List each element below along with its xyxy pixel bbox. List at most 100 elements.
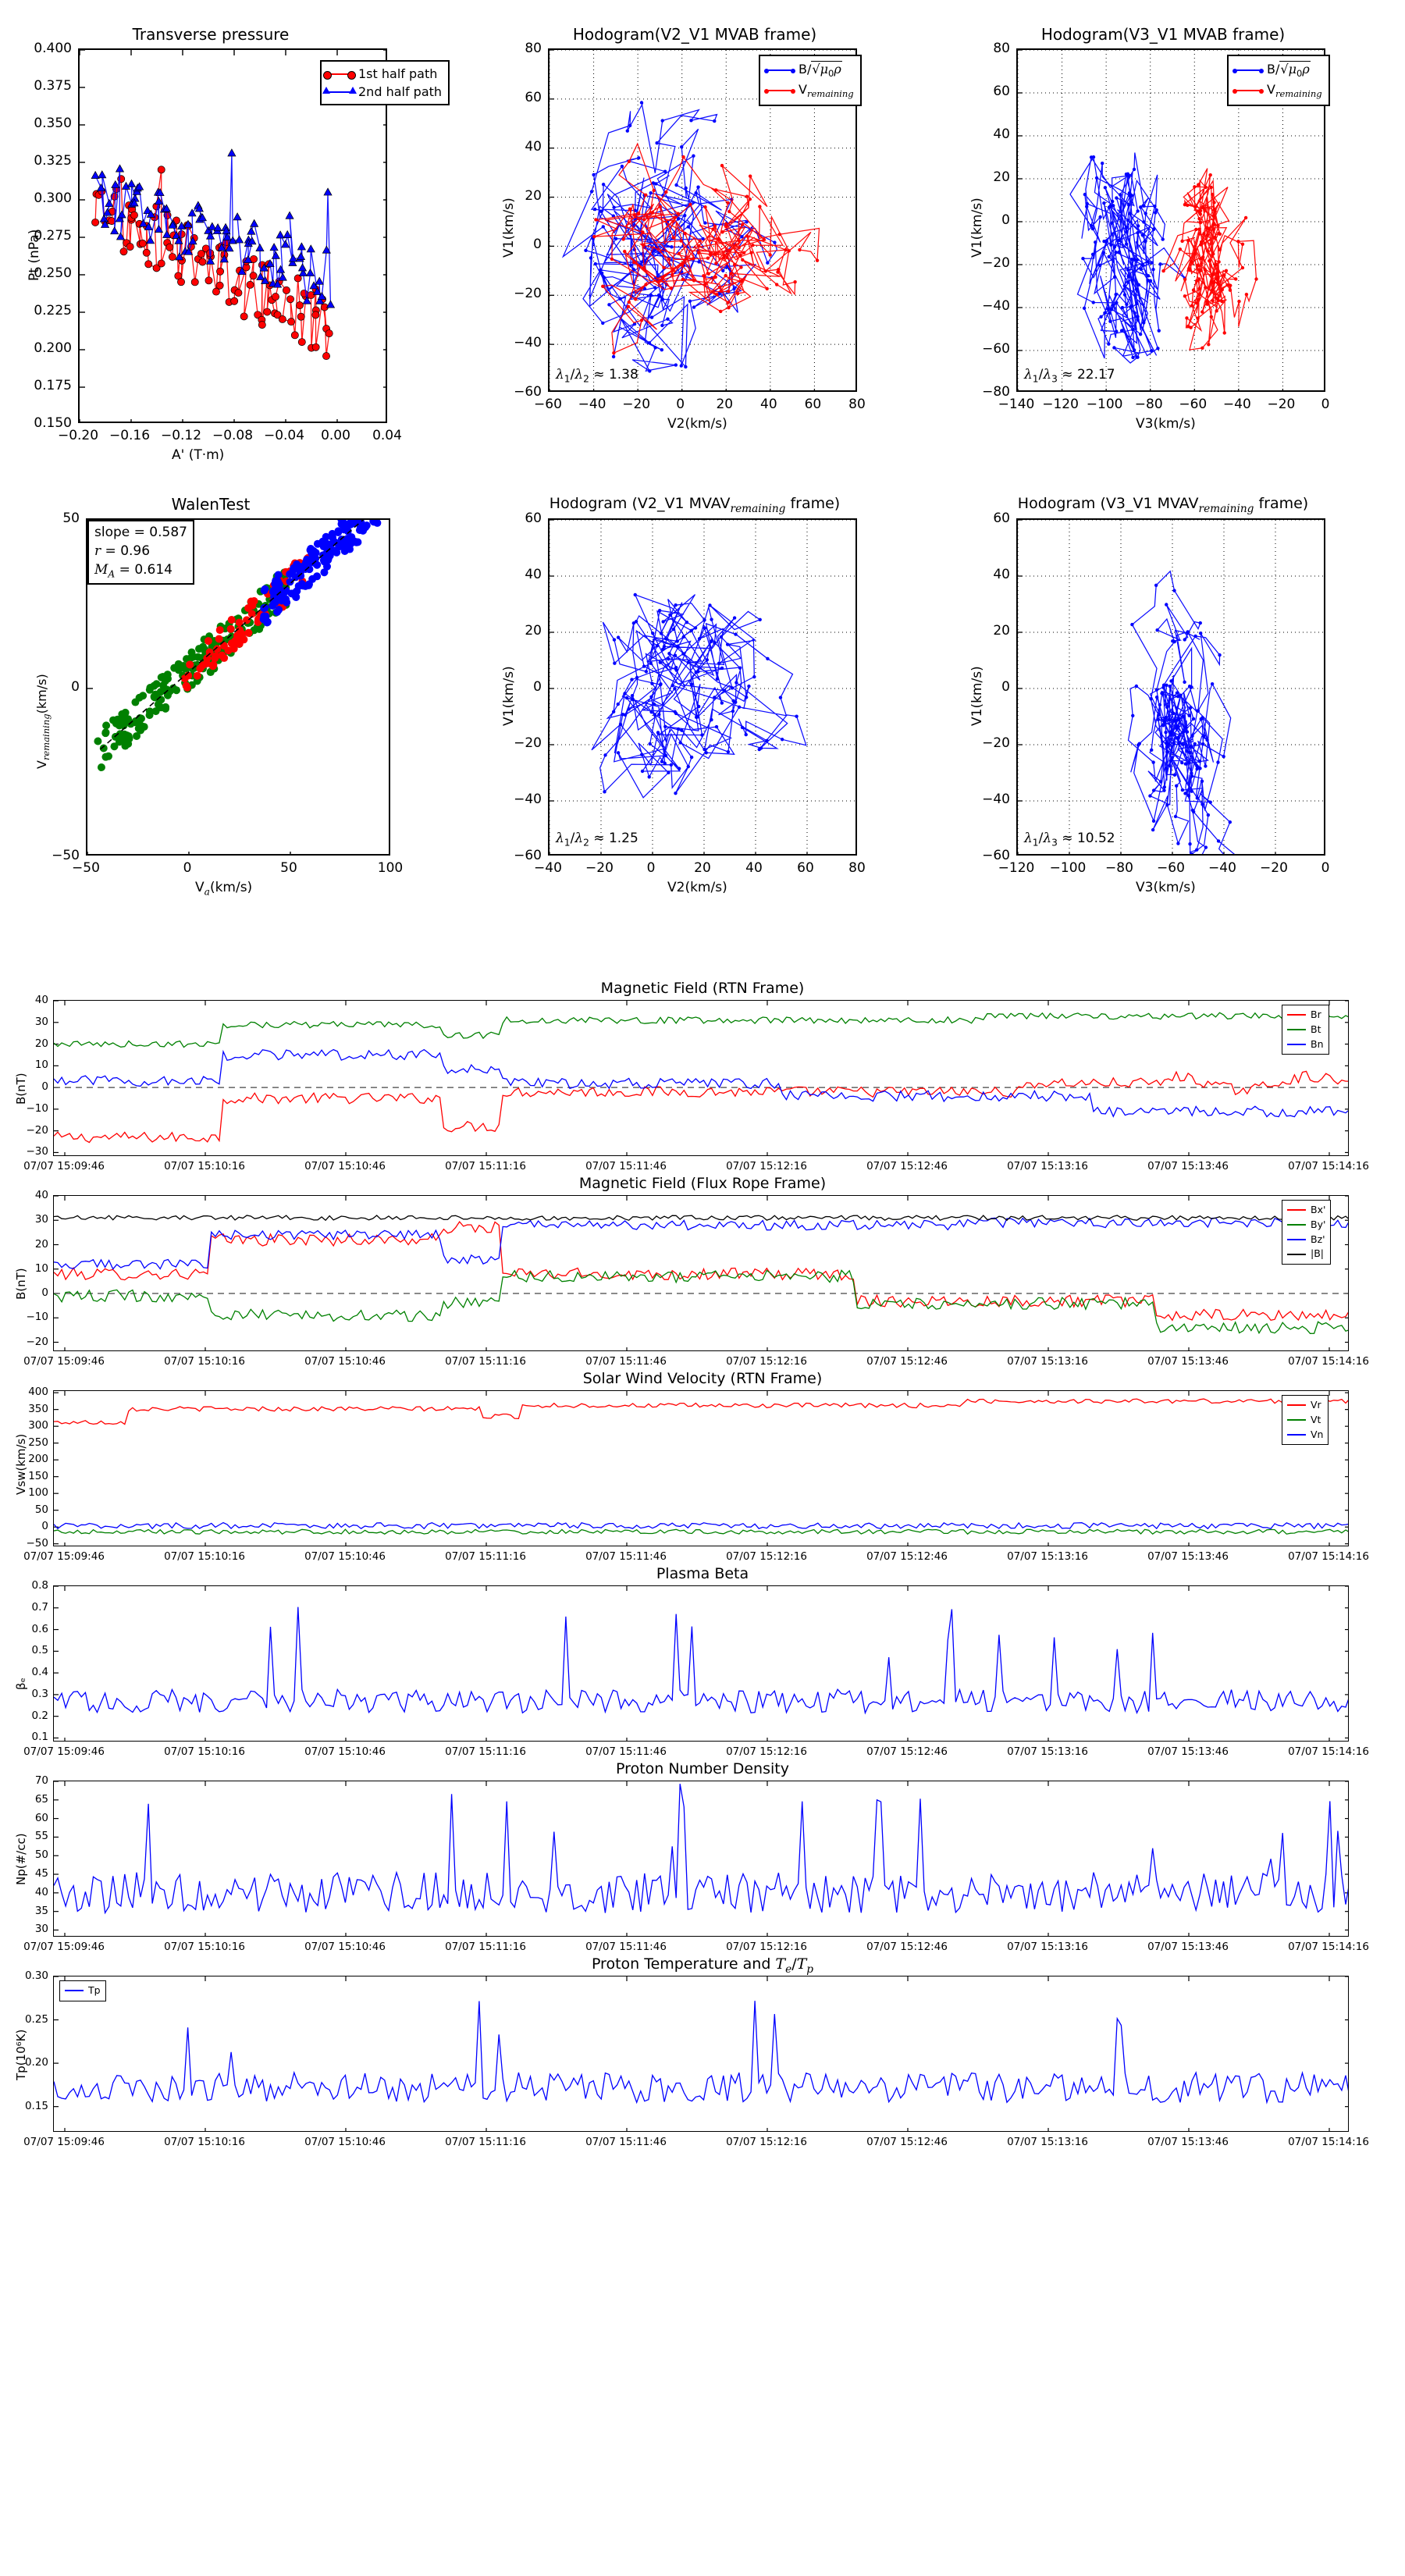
legend-label: Vr: [1311, 1399, 1321, 1411]
panel-bfield_fluxrope: Magnetic Field (Flux Rope Frame) −20 −10 0 1…: [0, 1175, 1405, 1370]
y-tick-label: 300: [28, 1419, 48, 1432]
legend-label: Vt: [1311, 1413, 1321, 1425]
x-tick-label: 07/07 15:11:46: [585, 1355, 667, 1368]
legend-label: Tp: [88, 1984, 101, 1996]
x-tick-label: 07/07 15:13:16: [1007, 1160, 1088, 1172]
x-tick-label: 07/07 15:13:46: [1147, 1160, 1229, 1172]
panel-bfield_rtn: Magnetic Field (RTN Frame) −30 −20 −10 0 10 20…: [0, 980, 1405, 1175]
legend-hodogram-2: B/√μ0ρ Vremaining: [1227, 55, 1330, 106]
legend-swatch-by: [1287, 1224, 1306, 1226]
x-tick-label: 07/07 15:10:46: [304, 1941, 386, 1953]
x-axis-label: V3(km/s): [1136, 880, 1196, 895]
panel-title: Hodogram (V3_V1 MVAVremaining frame): [1017, 495, 1309, 515]
y-tick-label: −50: [26, 1536, 49, 1550]
y-tick-label: 100: [28, 1486, 48, 1500]
y-tick-label: 20: [34, 1237, 48, 1251]
legend-label: Vn: [1311, 1428, 1324, 1440]
x-tick-label: 20: [716, 397, 734, 412]
x-tick-label: −60: [534, 397, 562, 412]
y-tick-label: −20: [514, 286, 542, 302]
legend-swatch-br: [1287, 1014, 1306, 1016]
x-tick-label: 07/07 15:13:16: [1007, 1355, 1088, 1368]
x-tick-label: −100: [1086, 397, 1123, 412]
annotation-value: 1.38: [608, 367, 638, 382]
x-tick-label: 07/07 15:13:46: [1147, 2136, 1229, 2148]
y-tick-label: 20: [525, 187, 542, 204]
panel-hodogram-v2v1-mvab: Hodogram(V2_V1 MVAB frame) V1(km/s) V2(k…: [468, 0, 937, 468]
x-tick-label: 07/07 15:12:46: [866, 2136, 948, 2148]
x-tick-label: −0.20: [57, 428, 99, 443]
x-tick-label: −60: [1157, 860, 1185, 876]
y-tick-label: 0.8: [31, 1579, 48, 1592]
y-tick-label: 0.20: [24, 2056, 48, 2069]
x-tick-label: 07/07 15:09:46: [23, 1745, 105, 1758]
panel-proton_temperature: Proton Temperature and Te/Tp 0.15 0.20 0.25…: [0, 1955, 1405, 2151]
y-tick-label: 150: [28, 1469, 48, 1482]
panel-title: Magnetic Field (Flux Rope Frame): [578, 1175, 827, 1192]
x-axis-label: V2(km/s): [667, 880, 727, 895]
y-tick-label: 30: [34, 1015, 48, 1028]
y-tick-label: −20: [26, 1335, 49, 1348]
legend-swatch-bz: [1287, 1238, 1306, 1240]
eigenvalue-ratio-annotation: λ1/λ3 ≈ 10.52: [1024, 831, 1115, 849]
panel-hodogram-v2v1-mvav: Hodogram (V2_V1 MVAVremaining frame) V1(…: [468, 468, 937, 937]
panel-title: Solar Wind Velocity (RTN Frame): [582, 1370, 823, 1387]
y-tick-label: 0: [41, 1520, 48, 1533]
x-tick-label: 0.04: [372, 428, 402, 443]
x-tick-label: 40: [760, 397, 777, 412]
x-tick-label: 07/07 15:12:16: [726, 1355, 807, 1368]
x-tick-label: 07/07 15:10:16: [164, 2136, 245, 2148]
legend-item: Bx': [1287, 1203, 1325, 1218]
x-tick-label: 07/07 15:12:46: [866, 1355, 948, 1368]
y-tick-label: 0.15: [24, 2099, 48, 2112]
plot-area: [53, 1390, 1349, 1546]
legend-item: 1st half path: [323, 65, 442, 83]
x-tick-label: 07/07 15:14:16: [1288, 2136, 1369, 2148]
legend-item: B/√μ0ρ: [1232, 60, 1322, 80]
y-tick-label: 0: [1001, 679, 1010, 695]
x-tick-label: 07/07 15:09:46: [23, 1550, 105, 1563]
eigenvalue-ratio-annotation: λ1/λ3 ≈ 22.17: [1024, 367, 1115, 385]
plot-area: [53, 1781, 1349, 1937]
y-axis-label: Vsw(km/s): [14, 1433, 28, 1495]
legend-swatch-v-remaining: [1232, 88, 1264, 94]
y-tick-label: −10: [26, 1311, 49, 1324]
x-tick-label: 40: [745, 860, 763, 876]
y-tick-label: 400: [28, 1386, 48, 1399]
x-tick-label: −40: [534, 860, 562, 876]
y-tick-label: 0.250: [34, 265, 72, 281]
legend-bfield_fluxrope: Bx' By' Bz' |B|: [1282, 1200, 1332, 1265]
legend-label: By': [1311, 1218, 1326, 1230]
x-tick-label: 07/07 15:11:16: [445, 1160, 526, 1172]
panel-title: Hodogram (V2_V1 MVAVremaining frame): [549, 495, 841, 515]
x-axis-label: V3(km/s): [1136, 416, 1196, 432]
walen-stats-box: slope = 0.587 r = 0.96 MA = 0.614: [87, 520, 194, 585]
legend-item: Bn: [1287, 1037, 1324, 1052]
x-tick-label: −80: [1105, 860, 1133, 876]
legend-swatch-bx: [1287, 1209, 1306, 1212]
legend-swatch-vt: [1287, 1419, 1306, 1421]
x-tick-label: 07/07 15:13:46: [1147, 1941, 1229, 1953]
y-tick-label: 40: [34, 1189, 48, 1201]
y-tick-label: 0.325: [34, 153, 72, 169]
legend-label: Bz': [1311, 1233, 1325, 1245]
legend-swatch-tp: [65, 1990, 84, 1992]
x-tick-label: 07/07 15:12:46: [866, 1745, 948, 1758]
legend-label: Br: [1311, 1009, 1321, 1020]
y-axis-label: βₑ: [14, 1678, 28, 1690]
y-tick-label: 350: [28, 1402, 48, 1415]
y-tick-label: 45: [34, 1867, 48, 1880]
legend-swatch-vr: [1287, 1404, 1306, 1407]
y-tick-label: −10: [26, 1101, 49, 1115]
x-tick-label: 07/07 15:11:16: [445, 1941, 526, 1953]
y-tick-label: 60: [34, 1811, 48, 1824]
x-tick-label: 07/07 15:13:46: [1147, 1550, 1229, 1563]
y-tick-label: 0.30: [24, 1969, 48, 1982]
y-tick-label: −80: [982, 384, 1010, 400]
x-tick-label: −0.08: [212, 428, 254, 443]
y-tick-label: 0.225: [34, 303, 72, 318]
plot-area: [53, 1195, 1349, 1351]
y-tick-label: −20: [514, 735, 542, 751]
x-tick-label: 07/07 15:13:46: [1147, 1745, 1229, 1758]
x-tick-label: 07/07 15:10:16: [164, 1160, 245, 1172]
